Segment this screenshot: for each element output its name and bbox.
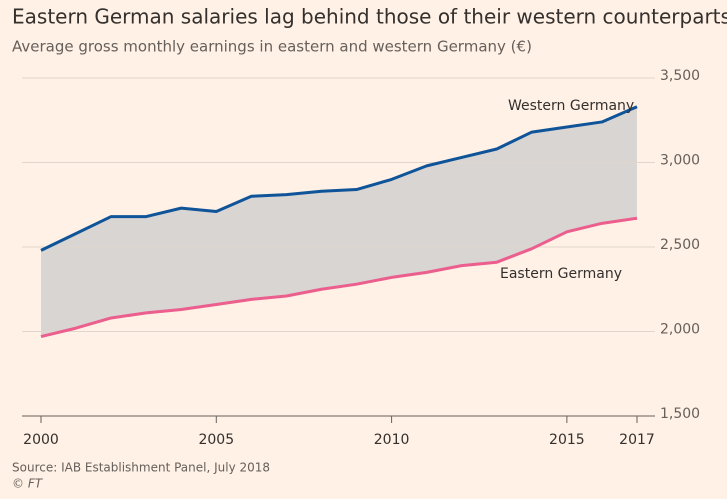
y-tick-label: 1,500 — [660, 406, 700, 422]
x-tick-label: 2010 — [374, 432, 410, 448]
series-label: Western Germany — [508, 98, 634, 114]
x-tick-label: 2000 — [23, 432, 59, 448]
chart-title: Eastern German salaries lag behind those… — [12, 5, 727, 29]
x-tick-label: 2015 — [549, 432, 585, 448]
y-tick-label: 3,500 — [660, 68, 700, 84]
series-label: Eastern Germany — [500, 266, 622, 282]
gap-area — [41, 106, 637, 337]
series-line — [40, 105, 638, 252]
y-tick-label: 2,000 — [660, 322, 700, 338]
source: Source: IAB Establishment Panel, July 20… — [12, 461, 270, 475]
x-tick-label: 2017 — [619, 432, 655, 448]
chart-subtitle: Average gross monthly earnings in easter… — [12, 38, 532, 56]
x-tick-label: 2005 — [198, 432, 234, 448]
credit: © FT — [12, 477, 44, 491]
y-tick-label: 2,500 — [660, 237, 700, 253]
series-line — [40, 216, 638, 339]
y-tick-label: 3,000 — [660, 153, 700, 169]
